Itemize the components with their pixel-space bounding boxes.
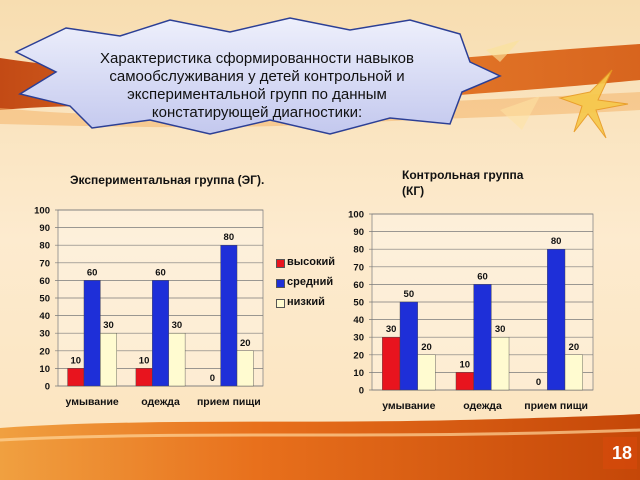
chart-title-kg: Контрольная группа (КГ): [402, 168, 524, 198]
bar: [168, 333, 186, 387]
page-number: 18: [611, 443, 632, 463]
y-tick-label: 80: [39, 241, 50, 252]
data-label: 10: [460, 359, 471, 370]
bar: [417, 354, 436, 391]
data-label: 30: [103, 320, 114, 331]
data-label: 30: [172, 320, 183, 331]
y-tick-label: 10: [39, 364, 50, 375]
y-tick-label: 20: [353, 350, 364, 361]
data-label: 20: [569, 342, 580, 353]
legend-item-medium: средний: [276, 274, 346, 294]
y-tick-label: 10: [353, 368, 364, 379]
slide-title: Характеристика сформированности навыков …: [100, 50, 414, 121]
data-label: 30: [495, 324, 506, 335]
data-label: 0: [536, 377, 541, 388]
data-label: 20: [240, 338, 251, 349]
y-tick-label: 70: [39, 258, 50, 269]
title-callout: [14, 17, 502, 135]
data-label: 10: [139, 355, 150, 366]
y-tick-label: 50: [353, 298, 364, 309]
data-label: 60: [87, 267, 98, 278]
data-label: 10: [70, 355, 81, 366]
category-label: одежда: [463, 400, 502, 412]
data-label: 80: [551, 236, 562, 247]
data-label: 30: [386, 324, 397, 335]
chart-title-eg: Экспериментальная группа (ЭГ).: [70, 173, 265, 187]
y-tick-label: 100: [34, 206, 50, 217]
legend-item-low: низкий: [276, 294, 346, 314]
y-tick-label: 100: [348, 210, 364, 221]
legend-swatch-low: [276, 299, 285, 308]
legend-label-low: низкий: [287, 296, 325, 308]
category-label: прием пищи: [197, 396, 261, 408]
legend-swatch-high: [276, 259, 285, 268]
bar: [100, 333, 117, 387]
page-number-box: [603, 437, 637, 469]
bar: [473, 284, 492, 391]
bar: [491, 337, 510, 391]
data-label: 20: [421, 342, 432, 353]
sparkle-decoration: [486, 40, 629, 139]
y-tick-label: 0: [45, 382, 50, 393]
category-label: умывание: [66, 396, 119, 408]
legend-label-medium: средний: [287, 276, 334, 288]
y-tick-label: 70: [353, 262, 364, 273]
legend-label-high: высокий: [287, 256, 336, 268]
data-label: 0: [210, 373, 215, 384]
bar: [236, 350, 254, 387]
legend-swatch-medium: [276, 279, 285, 288]
bar: [547, 248, 566, 391]
y-tick-label: 60: [353, 280, 364, 291]
bar: [382, 337, 401, 391]
chart-legend: высокий средний низкий: [276, 254, 346, 314]
legend-item-high: высокий: [276, 254, 346, 274]
y-tick-label: 0: [359, 386, 364, 397]
y-tick-label: 90: [39, 223, 50, 234]
y-tick-label: 40: [39, 311, 50, 322]
category-label: одежда: [141, 396, 180, 408]
data-label: 80: [224, 232, 235, 243]
y-tick-label: 30: [353, 333, 364, 344]
data-label: 60: [155, 267, 166, 278]
bar: [564, 354, 583, 391]
category-label: умывание: [382, 400, 435, 412]
y-tick-label: 90: [353, 227, 364, 238]
bar: [455, 372, 474, 391]
y-tick-label: 80: [353, 245, 364, 256]
bar: [220, 244, 238, 387]
y-tick-label: 60: [39, 276, 50, 287]
y-tick-label: 20: [39, 346, 50, 357]
data-label: 50: [404, 289, 415, 300]
bar: [399, 301, 418, 391]
y-tick-label: 50: [39, 294, 50, 305]
data-label: 60: [477, 271, 488, 282]
y-tick-label: 40: [353, 315, 364, 326]
y-tick-label: 30: [39, 329, 50, 340]
category-label: прием пищи: [524, 400, 588, 412]
